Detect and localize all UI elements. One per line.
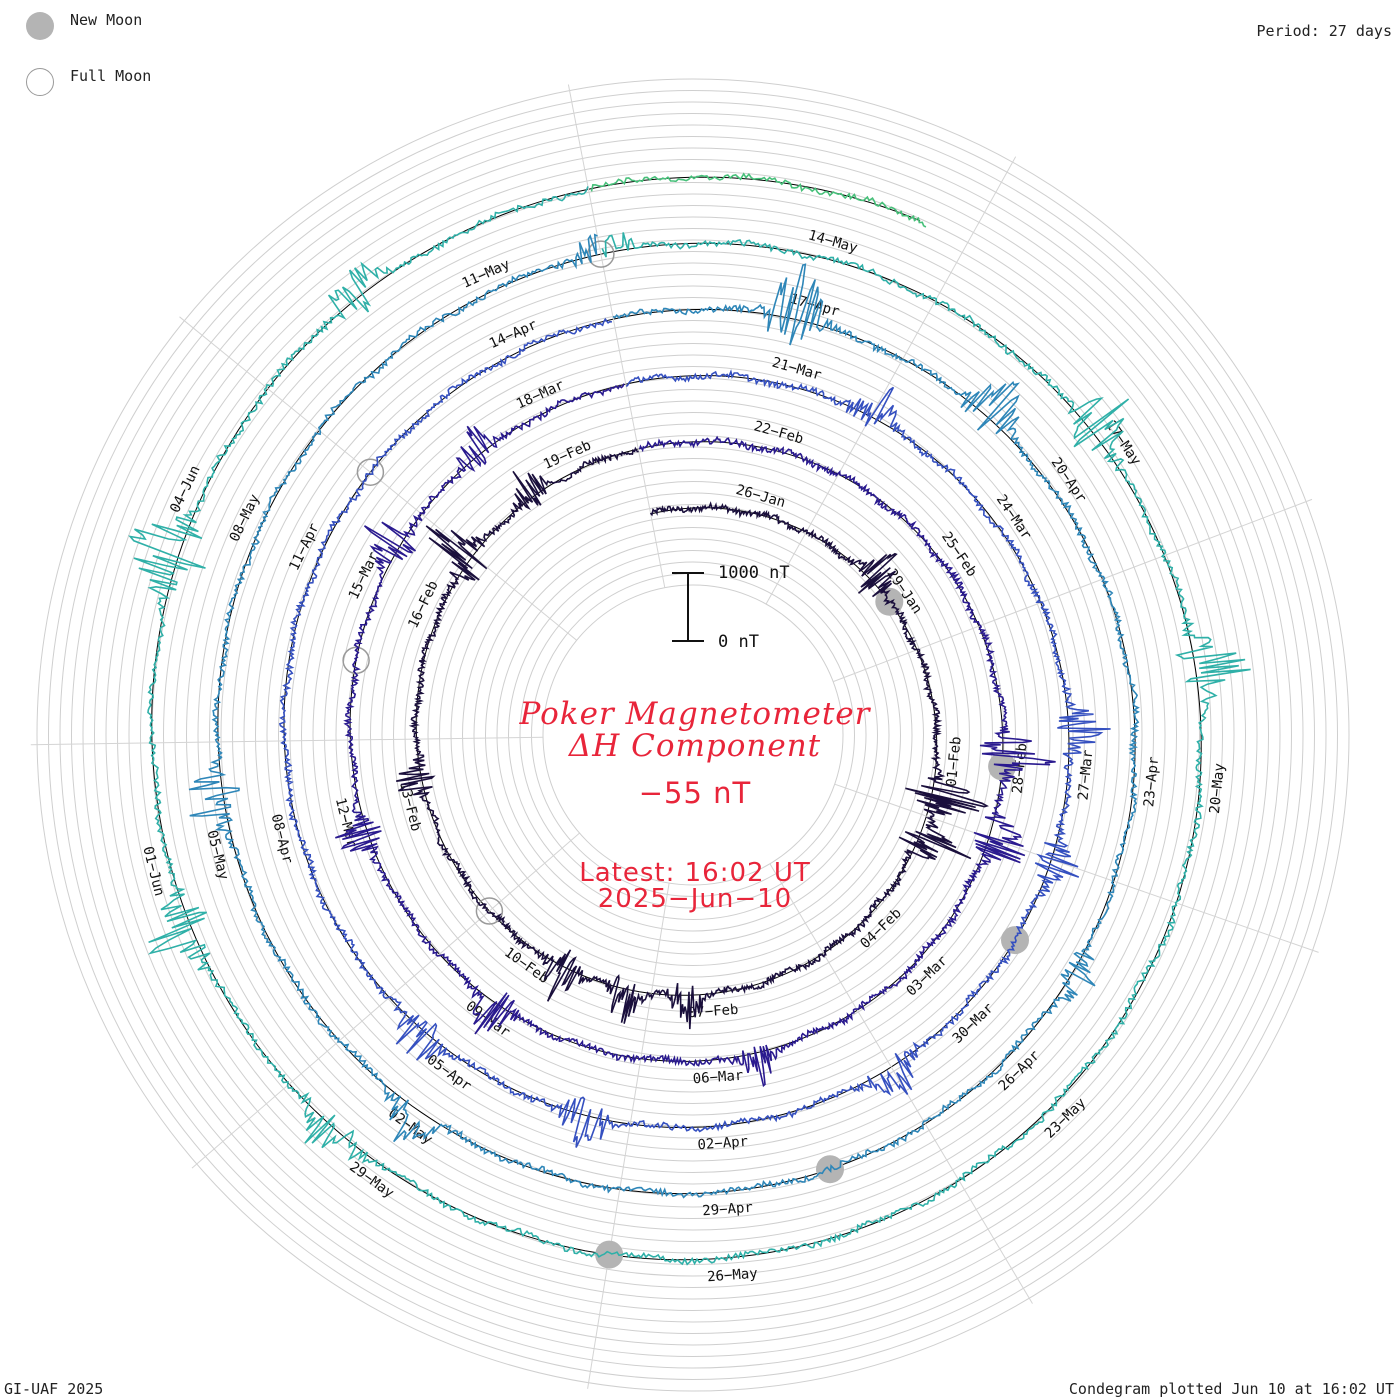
- trace-segment: [188, 233, 1140, 1199]
- date-tick-label: 02−Apr: [697, 1134, 749, 1154]
- date-tick-label: 20−Apr: [1048, 455, 1090, 506]
- trace-segment: [278, 317, 1111, 1148]
- grid-circle: [94, 136, 1292, 1334]
- date-tick-label: 26−Apr: [996, 1048, 1043, 1095]
- trace-segment: [590, 172, 927, 228]
- grid-circle: [462, 504, 924, 966]
- grid-circle: [496, 538, 890, 932]
- grid-circle: [324, 366, 1062, 1104]
- grid-circle: [473, 515, 913, 955]
- grid-spoke: [30, 736, 544, 746]
- trace-segment: [335, 383, 1056, 1088]
- full-moon-marker: [475, 897, 504, 925]
- grid-circle: [312, 354, 1074, 1116]
- grid-circle: [485, 527, 901, 943]
- trace-layer: [128, 172, 1251, 1266]
- date-tick-label: 05−May: [204, 829, 232, 882]
- grid-circle: [117, 159, 1269, 1311]
- grid-circle: [508, 550, 878, 920]
- date-tick-label: 06−Mar: [692, 1068, 744, 1088]
- legend-new-moon: New Moon: [26, 11, 143, 40]
- date-tick-label: 27−Mar: [1075, 749, 1096, 801]
- date-tick-label: 26−May: [707, 1266, 759, 1286]
- date-tick-label: 29−Apr: [702, 1200, 754, 1220]
- scale-bar: [672, 572, 704, 642]
- grid-spoke: [765, 156, 1017, 605]
- trace-segment: [128, 186, 1251, 1266]
- date-tick-label: 24−Mar: [993, 492, 1035, 543]
- grid-circle: [36, 78, 1350, 1392]
- grid-circle: [381, 423, 1005, 1047]
- date-tick-label: 09−Mar: [463, 998, 513, 1041]
- date-tick-label: 11−May: [460, 256, 513, 291]
- scale-bottom-label: 0 nT: [718, 632, 759, 652]
- grid-circle: [278, 320, 1108, 1150]
- grid-circle: [105, 147, 1281, 1323]
- legend-new-moon-label: New Moon: [70, 11, 143, 29]
- date-tick-label: 21−Mar: [770, 355, 823, 384]
- credit-label: GI-UAF 2025: [4, 1380, 104, 1398]
- grid-spoke: [179, 316, 578, 641]
- grid-spoke: [834, 783, 1319, 953]
- grid-circle: [128, 170, 1258, 1300]
- legend-full-moon-label: Full Moon: [70, 67, 152, 85]
- chart-subtitle: ΔH Component: [568, 728, 822, 764]
- grid-circle: [197, 239, 1189, 1231]
- new-moon-icon: [26, 12, 54, 40]
- date-tick-label: 01−Feb: [944, 736, 965, 788]
- scale-top-label: 1000 nT: [718, 563, 790, 583]
- date-tick-label: 14−Apr: [487, 317, 540, 352]
- trace-segment: [396, 446, 989, 1030]
- date-tick-label: 29−May: [346, 1159, 396, 1202]
- chart-title: Poker Magnetometer: [519, 696, 871, 732]
- date-tick-label: 23−May: [1042, 1095, 1089, 1142]
- date-tick-label: 01−Jun: [139, 845, 167, 898]
- grid-circle: [163, 205, 1223, 1265]
- grid-spoke: [191, 832, 580, 1169]
- period-label: Period: 27 days: [1256, 22, 1392, 40]
- grid-circle: [519, 561, 867, 909]
- date-tick-label: 14−May: [806, 227, 859, 256]
- grid-circle: [71, 113, 1315, 1357]
- grid-spoke: [769, 863, 1033, 1304]
- latest-time: Latest: 16:02 UT: [579, 858, 811, 888]
- grid-spoke: [567, 84, 666, 588]
- grid-circle: [243, 285, 1143, 1185]
- grid-circle: [48, 90, 1338, 1380]
- grid-circle: [140, 182, 1246, 1288]
- date-tick-label: 05−Apr: [424, 1052, 474, 1095]
- date-tick-label: 23−Apr: [1141, 756, 1162, 808]
- grid-circle: [174, 216, 1212, 1254]
- legend-full-moon: Full Moon: [26, 67, 152, 96]
- current-value: −55 nT: [638, 776, 752, 810]
- grid-circle: [370, 412, 1016, 1058]
- full-moon-icon: [26, 68, 54, 96]
- grid-circle: [301, 343, 1085, 1127]
- date-tick-label: 20−May: [1207, 763, 1228, 815]
- grid-circle: [209, 251, 1177, 1219]
- date-tick-label: 26−Jan: [734, 482, 787, 511]
- date-tick-label: 03−Mar: [903, 953, 950, 1000]
- grid-spoke: [833, 498, 1313, 683]
- grid-circle: [358, 400, 1028, 1070]
- grid-circle: [393, 435, 993, 1035]
- latest-date: 2025−Jun−10: [597, 884, 793, 914]
- grid-circle: [220, 262, 1166, 1208]
- grid-spoke: [587, 883, 670, 1389]
- full-moon-marker: [356, 458, 385, 486]
- grid-circle: [59, 101, 1327, 1369]
- grid-circle: [186, 228, 1200, 1242]
- grid-circle: [82, 124, 1304, 1346]
- new-moon-marker: [595, 1240, 624, 1269]
- plotted-timestamp: Condegram plotted Jun 10 at 16:02 UT: [1068, 1380, 1394, 1398]
- grid-circle: [266, 308, 1120, 1162]
- grid-circle: [542, 584, 844, 886]
